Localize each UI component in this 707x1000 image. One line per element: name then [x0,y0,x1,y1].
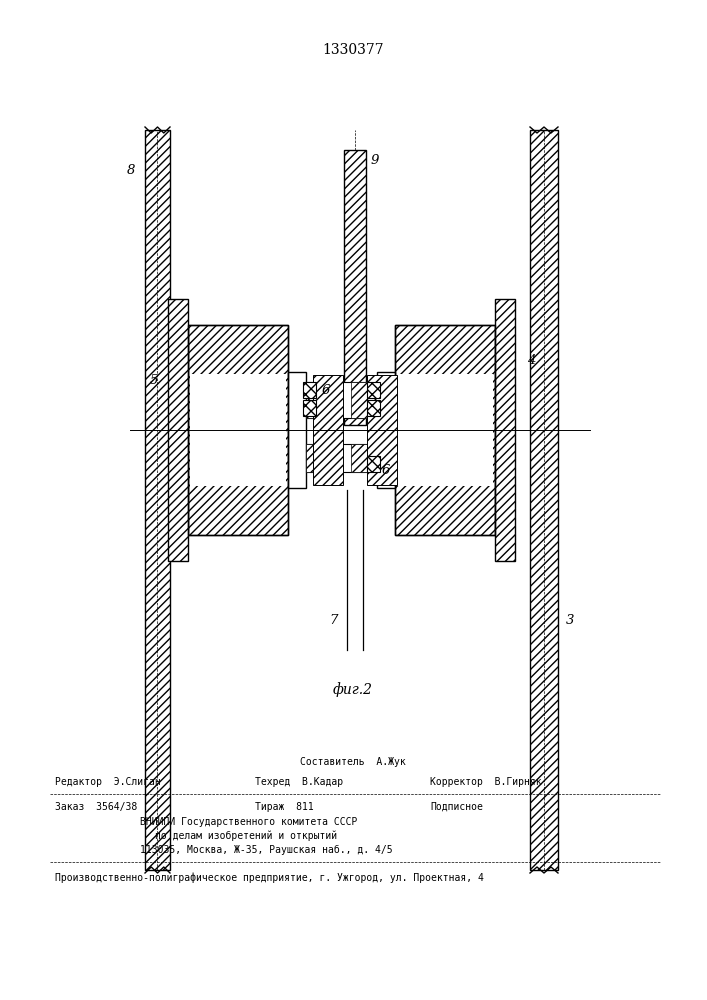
Bar [188,325,288,535]
Text: 4: 4 [527,354,535,366]
Text: ВНИИПИ Государственного комитета СССР: ВНИИПИ Государственного комитета СССР [140,817,357,827]
Bar [367,382,380,398]
Text: фиг.2: фиг.2 [333,683,373,697]
Bar [377,372,395,488]
Bar [367,430,397,485]
Text: по делам изобретений и открытий: по делам изобретений и открытий [155,831,337,841]
Bar [190,374,286,486]
Text: Производственно-полиграфическое предприятие, г. Ужгород, ул. Проектная, 4: Производственно-полиграфическое предприя… [55,873,484,883]
Bar [306,444,377,472]
Text: 9: 9 [371,153,380,166]
Text: 5: 5 [150,373,158,386]
Text: 6: 6 [382,464,390,477]
Text: Редактор  Э.Слиган: Редактор Э.Слиган [55,777,160,787]
Bar [303,400,316,416]
Text: 113035, Москва, Ж-35, Раушская наб., д. 4/5: 113035, Москва, Ж-35, Раушская наб., д. … [140,845,392,855]
Bar [306,382,331,418]
Text: Тираж  811: Тираж 811 [255,802,314,812]
Bar [351,444,376,472]
Bar [351,382,376,418]
Bar [200,380,276,480]
Bar [306,382,377,418]
Bar [313,375,343,430]
Bar [303,382,316,398]
Text: Техред  В.Кадар: Техред В.Кадар [255,777,343,787]
Bar [168,299,188,561]
Bar [397,374,493,486]
Text: 7: 7 [329,613,337,626]
Text: Подписное: Подписное [430,802,483,812]
Bar [407,380,483,480]
Bar [367,456,380,472]
Text: 1330377: 1330377 [322,43,384,57]
Bar [367,400,380,416]
Bar [344,150,366,425]
Bar [530,130,558,870]
Bar [495,299,515,561]
Text: Составитель  А.Жук: Составитель А.Жук [300,757,406,767]
Text: 8: 8 [127,163,135,176]
Bar [313,430,343,485]
Bar [367,375,397,430]
Bar [306,444,331,472]
Bar [145,130,170,870]
Text: 3: 3 [566,613,574,626]
Bar [395,325,495,535]
Text: Корректор  В.Гирняк: Корректор В.Гирняк [430,777,542,787]
Text: 6: 6 [322,383,330,396]
Bar [188,325,288,535]
Bar [288,372,306,488]
Text: Заказ  3564/38: Заказ 3564/38 [55,802,137,812]
Bar [395,325,495,535]
